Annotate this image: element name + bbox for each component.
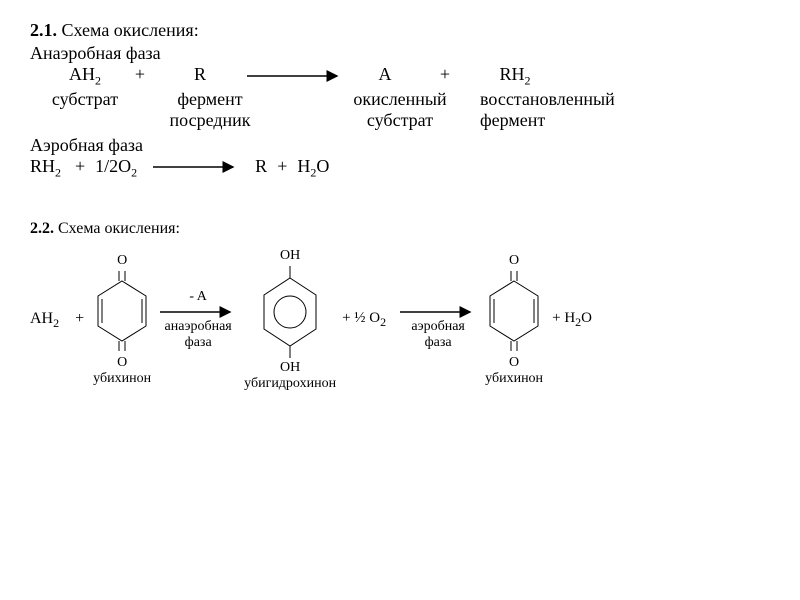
eq1-reactant-1: AH2 — [50, 64, 120, 89]
ubiquinone-2: O O убихинон — [484, 253, 544, 387]
arrow-icon — [398, 305, 478, 319]
plus-sign: + — [75, 156, 85, 177]
label-substrate: субстрат — [40, 89, 130, 110]
heading-text: Схема окисления: — [62, 20, 199, 40]
eq1-reactant-2: R — [160, 64, 240, 85]
heading-number: 2.2. — [30, 220, 54, 237]
quinone-icon — [484, 269, 544, 355]
phase-label: фаза — [185, 335, 212, 351]
ah2-term: AH2 + — [30, 310, 84, 331]
eq1-labels-row2: посредник субстрат фермент — [40, 110, 770, 131]
ubihydroquinone: OH OH убигидрохинон — [244, 248, 336, 392]
half-o2-term: + ½ O2 — [342, 310, 386, 330]
label-enzyme2: фермент — [480, 110, 640, 131]
phase-label: аэробная — [411, 319, 465, 335]
eq2-r1: RH2 — [30, 156, 61, 181]
eq2-p2: H2O — [297, 156, 329, 181]
equation-2: RH2 + 1/2O2 R + H2O — [30, 156, 770, 181]
eq2-p1: R — [255, 156, 267, 177]
eq1-product-2: RH2 — [470, 64, 560, 89]
atom-label-O: O — [509, 253, 519, 269]
atom-label-O: O — [117, 253, 127, 269]
plus-sign: + — [420, 64, 470, 85]
phase-label: анаэробная — [165, 319, 232, 335]
ubiquinone-1: O O убихинон — [92, 253, 152, 387]
section-2-2: 2.2. Схема окисления: AH2 + O O уб — [30, 220, 770, 392]
section-2-1: 2.1. Схема окисления: Анаэробная фаза AH… — [30, 20, 770, 180]
arrow-icon — [240, 64, 350, 85]
atom-label-O: O — [509, 355, 519, 371]
phase2-title: Аэробная фаза — [30, 135, 770, 156]
minus-a-label: - A — [189, 289, 207, 305]
quinone-icon — [92, 269, 152, 355]
arrow-anaerobic: - A анаэробная фаза — [158, 289, 238, 351]
equation-1: AH2 + R A + RH2 — [50, 64, 770, 89]
molecule-name: убигидрохинон — [244, 376, 336, 392]
arrow-aerobic: аэробная фаза — [398, 289, 478, 351]
atom-label-O: O — [117, 355, 127, 371]
heading-number: 2.1. — [30, 20, 57, 40]
molecule-name: убихинон — [93, 371, 151, 387]
label-mediator: посредник — [160, 110, 260, 131]
heading-2-1: 2.1. Схема окисления: — [30, 20, 770, 41]
eq1-labels-row1: субстрат фермент окисленный восстановлен… — [40, 89, 770, 110]
arrow-icon — [158, 305, 238, 319]
plus-sign: + — [277, 156, 287, 177]
h2o-term: + H2O — [552, 310, 592, 330]
reaction-scheme: AH2 + O O убихинон - A — [30, 248, 770, 392]
phase1-title: Анаэробная фаза — [30, 43, 770, 64]
atom-label-OH: OH — [280, 248, 300, 264]
phase-label: фаза — [425, 335, 452, 351]
label-oxidized: окисленный — [340, 89, 460, 110]
eq2-r2: 1/2O2 — [95, 156, 137, 181]
label-reduced: восстановленный — [480, 89, 640, 110]
eq1-product-1: A — [350, 64, 420, 85]
arrow-icon — [151, 156, 241, 177]
hydroquinone-icon — [260, 264, 320, 360]
label-substrate2: субстрат — [340, 110, 460, 131]
heading-text: Схема окисления: — [58, 220, 180, 237]
atom-label-OH: OH — [280, 360, 300, 376]
plus-sign: + — [120, 64, 160, 85]
label-enzyme: фермент — [160, 89, 260, 110]
molecule-name: убихинон — [485, 371, 543, 387]
heading-2-2: 2.2. Схема окисления: — [30, 220, 770, 238]
